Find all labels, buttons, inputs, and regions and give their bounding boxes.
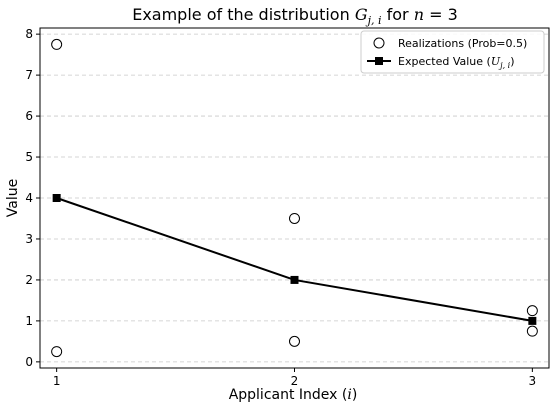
expected-value-point — [52, 194, 61, 202]
y-tick-label: 5 — [25, 150, 33, 164]
expected-value-point — [528, 316, 537, 325]
expected-value-series — [52, 194, 537, 325]
realization-point — [51, 346, 63, 358]
realization-point — [526, 325, 538, 337]
legend: Realizations (Prob=0.5) Expected Value (… — [360, 30, 545, 74]
realizations-series — [51, 38, 538, 358]
axis-ticks: 0 1 2 3 4 5 6 7 8 1 2 3 — [25, 27, 536, 388]
expected-value-line — [56, 197, 533, 322]
realization-point — [526, 305, 538, 317]
x-tick-label: 2 — [291, 374, 299, 388]
x-tick-label: 1 — [53, 374, 61, 388]
y-tick-label: 8 — [25, 27, 33, 41]
plot-frame — [39, 27, 550, 369]
x-tick-label: 3 — [529, 374, 537, 388]
y-tick-label: 1 — [25, 314, 33, 328]
realization-point — [289, 212, 300, 224]
legend-marker-expected — [375, 57, 383, 65]
x-axis-label: Applicant Index (i) — [229, 387, 358, 403]
y-tick-label: 3 — [25, 232, 33, 246]
chart-title: Example of the distribution Gj, i for n … — [132, 5, 458, 27]
legend-marker-realizations — [373, 37, 385, 49]
legend-box — [360, 30, 545, 74]
y-tick-label: 6 — [25, 109, 33, 123]
gridlines — [40, 33, 549, 363]
y-tick-label: 0 — [25, 355, 33, 369]
y-axis-label: Value — [5, 179, 21, 217]
legend-label-expected: Expected Value (Uj, i) — [398, 55, 515, 70]
realization-point — [289, 335, 300, 347]
expected-value-point — [290, 275, 299, 284]
legend-label-realizations: Realizations (Prob=0.5) — [398, 37, 527, 50]
realization-point — [51, 38, 63, 50]
y-tick-label: 2 — [25, 273, 33, 287]
y-tick-label: 7 — [25, 68, 33, 82]
y-tick-label: 4 — [25, 191, 33, 205]
